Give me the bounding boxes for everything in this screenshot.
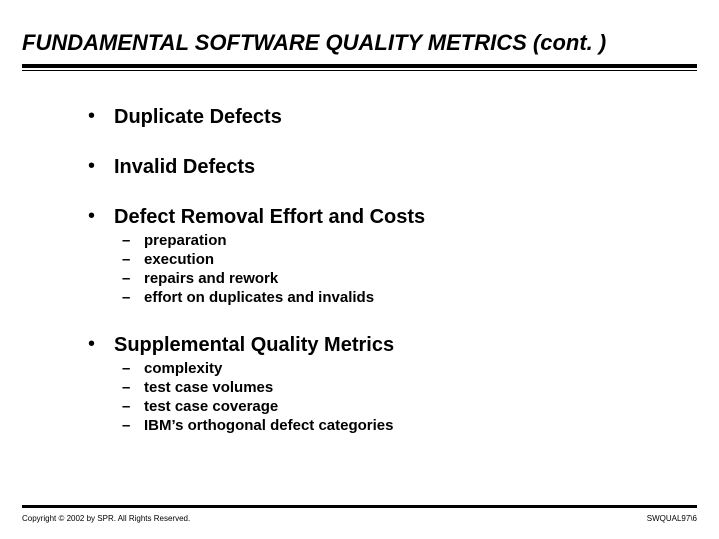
sub-text: complexity: [144, 359, 222, 378]
sub-text: test case volumes: [144, 378, 273, 397]
bullet-item: • Supplemental Quality Metrics: [88, 333, 697, 357]
bullet-text: Defect Removal Effort and Costs: [114, 205, 425, 229]
sub-item: – IBM’s orthogonal defect categories: [122, 416, 697, 435]
sub-item: – execution: [122, 250, 697, 269]
sub-list: – complexity – test case volumes – test …: [88, 359, 697, 435]
sub-text: repairs and rework: [144, 269, 278, 288]
bullet-dot-icon: •: [88, 333, 114, 355]
bullet-item: • Duplicate Defects: [88, 105, 697, 129]
bullet-dot-icon: •: [88, 155, 114, 177]
slide-code: SWQUAL97\6: [647, 514, 697, 523]
dash-icon: –: [122, 416, 144, 435]
footer-rule: [22, 505, 697, 508]
dash-icon: –: [122, 269, 144, 288]
bullet-item: • Invalid Defects: [88, 155, 697, 179]
sub-item: – preparation: [122, 231, 697, 250]
bullet-text: Duplicate Defects: [114, 105, 282, 129]
sub-text: IBM’s orthogonal defect categories: [144, 416, 394, 435]
bullet-item: • Defect Removal Effort and Costs: [88, 205, 697, 229]
slide-footer: Copyright © 2002 by SPR. All Rights Rese…: [22, 505, 697, 523]
dash-icon: –: [122, 288, 144, 307]
dash-icon: –: [122, 250, 144, 269]
sub-item: – test case volumes: [122, 378, 697, 397]
dash-icon: –: [122, 397, 144, 416]
slide: FUNDAMENTAL SOFTWARE QUALITY METRICS (co…: [0, 0, 719, 539]
sub-item: – test case coverage: [122, 397, 697, 416]
dash-icon: –: [122, 231, 144, 250]
title-underline-thick: [22, 64, 697, 68]
sub-item: – effort on duplicates and invalids: [122, 288, 697, 307]
bullet-dot-icon: •: [88, 105, 114, 127]
sub-text: execution: [144, 250, 214, 269]
dash-icon: –: [122, 359, 144, 378]
sub-text: preparation: [144, 231, 227, 250]
sub-text: test case coverage: [144, 397, 278, 416]
sub-text: effort on duplicates and invalids: [144, 288, 374, 307]
sub-item: – repairs and rework: [122, 269, 697, 288]
slide-title: FUNDAMENTAL SOFTWARE QUALITY METRICS (co…: [22, 30, 697, 62]
sub-item: – complexity: [122, 359, 697, 378]
copyright-text: Copyright © 2002 by SPR. All Rights Rese…: [22, 514, 190, 523]
bullet-text: Invalid Defects: [114, 155, 255, 179]
footer-row: Copyright © 2002 by SPR. All Rights Rese…: [22, 514, 697, 523]
bullet-dot-icon: •: [88, 205, 114, 227]
content-area: • Duplicate Defects • Invalid Defects • …: [22, 71, 697, 435]
dash-icon: –: [122, 378, 144, 397]
bullet-text: Supplemental Quality Metrics: [114, 333, 394, 357]
sub-list: – preparation – execution – repairs and …: [88, 231, 697, 307]
